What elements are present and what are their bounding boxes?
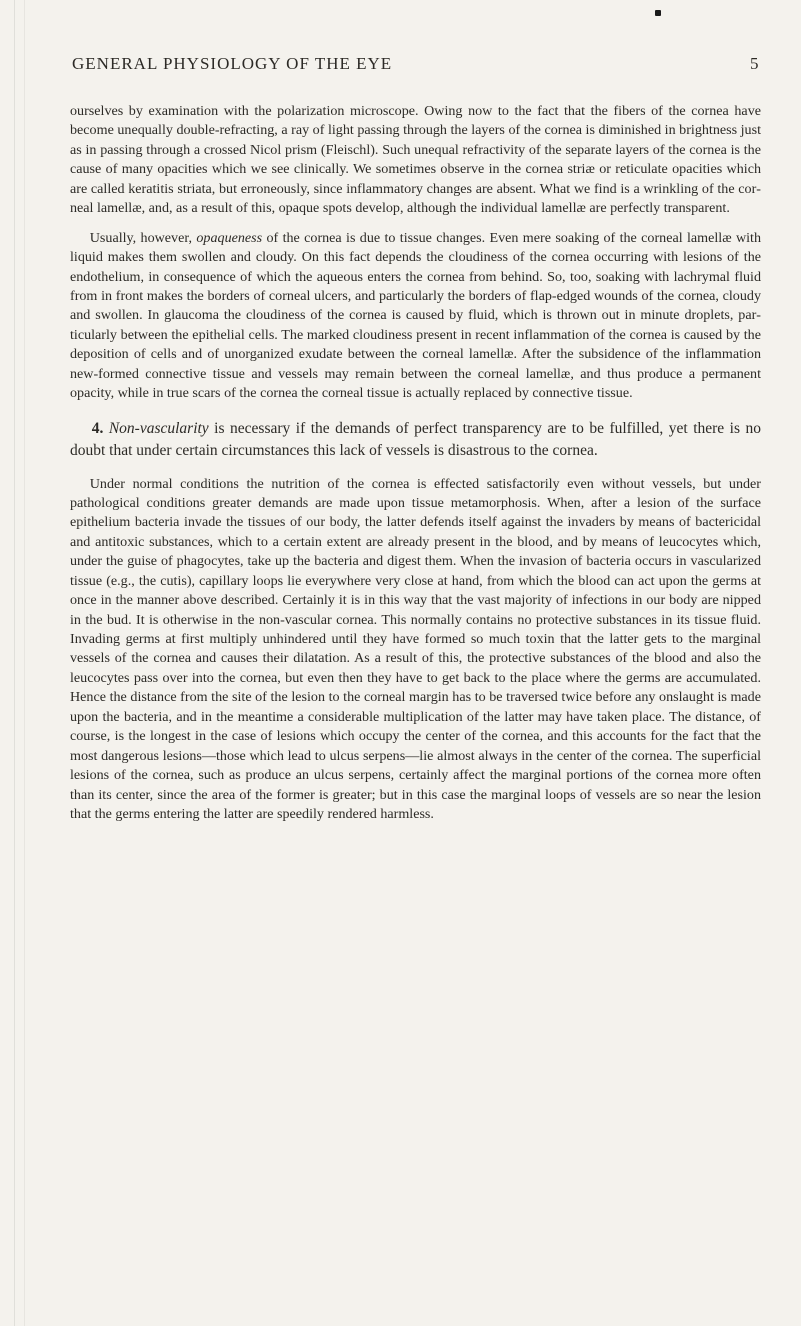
p2-prefix: Usually, however, xyxy=(90,230,197,246)
body-block-1: ourselves by examination with the polari… xyxy=(70,102,761,404)
print-artifact-dot xyxy=(655,10,661,16)
running-title: GENERAL PHYSIOLOGY OF THE EYE xyxy=(72,54,392,74)
p2-italic-term: opaqueness xyxy=(196,230,262,246)
page-number: 5 xyxy=(750,54,759,74)
section-number: 4. xyxy=(92,420,104,437)
running-head: GENERAL PHYSIOLOGY OF THE EYE 5 xyxy=(70,54,761,74)
page-gutter-rule xyxy=(14,0,15,1326)
page-gutter-rule-2 xyxy=(24,0,25,1326)
paragraph-2: Usually, however, opaqueness of the corn… xyxy=(70,229,761,404)
page-content: GENERAL PHYSIOLOGY OF THE EYE 5 ourselve… xyxy=(70,54,761,824)
section-4-lead: 4. Non-vascularity is necessary if the d… xyxy=(70,418,761,463)
body-block-2: Under normal conditions the nutrition of… xyxy=(70,475,761,825)
paragraph-1: ourselves by examination with the polari… xyxy=(70,102,761,219)
section-term: Non-vascularity xyxy=(109,420,209,437)
p2-rest: of the cornea is due to tissue changes. … xyxy=(70,230,761,402)
paragraph-3: Under normal conditions the nutrition of… xyxy=(70,475,761,825)
